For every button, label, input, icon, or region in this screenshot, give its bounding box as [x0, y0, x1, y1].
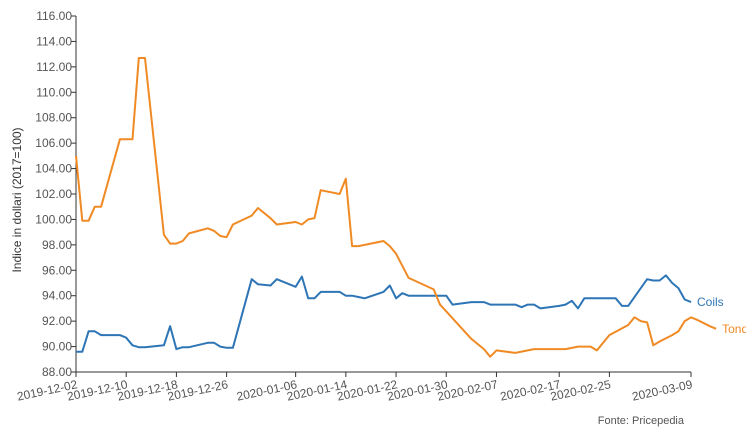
y-tick-label: 108.00: [35, 111, 72, 125]
y-tick-label: 94.00: [42, 289, 72, 303]
y-tick-label: 110.00: [36, 85, 72, 99]
y-tick-label: 88.00: [42, 365, 72, 379]
series-layer: Coils Tondini: [75, 57, 746, 358]
y-tick-label: 116.00: [36, 9, 72, 23]
y-tick-label: 100.00: [35, 212, 72, 226]
x-tick-label: 2020-03-09: [631, 377, 694, 404]
series-label-tondini: Tondini: [722, 322, 746, 336]
y-axis: 88.00 90.00 92.00 94.00 96.00 98.00 100.00 102.…: [35, 9, 77, 379]
y-tick-label: 106.00: [35, 136, 72, 150]
source-note: Fonte: Pricepedia: [598, 415, 685, 427]
series-label-coils: Coils: [697, 295, 724, 309]
y-tick-label: 92.00: [42, 314, 72, 328]
y-tick-label: 90.00: [42, 340, 72, 354]
y-tick-label: 104.00: [35, 162, 72, 176]
y-tick-label: 102.00: [35, 187, 72, 201]
y-tick-label: 96.00: [42, 263, 72, 277]
y-tick-label: 114.00: [36, 34, 72, 48]
y-tick-label: 112.00: [36, 60, 72, 74]
series-line-coils: [76, 274, 692, 353]
x-axis: 2019-12-022019-12-102019-12-182019-12-26…: [16, 371, 694, 404]
series-line-tondini: [75, 57, 717, 358]
y-tick-label: 98.00: [42, 238, 72, 252]
y-axis-title: Indice in dollari (2017=100): [10, 127, 24, 272]
